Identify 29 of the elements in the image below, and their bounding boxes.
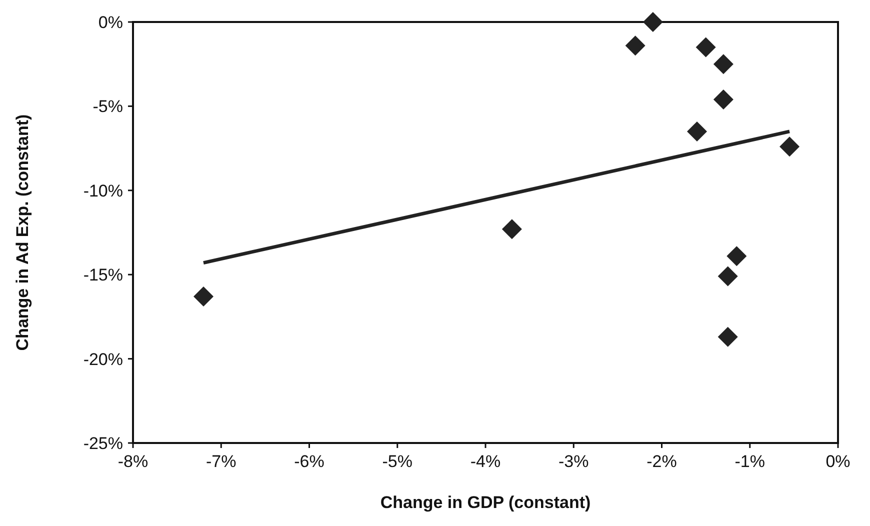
point	[718, 266, 738, 286]
y-tick-label: -25%	[83, 434, 123, 453]
x-tick-label: -8%	[118, 452, 148, 471]
x-tick-label: -7%	[206, 452, 236, 471]
y-axis-title: Change in Ad Exp. (constant)	[13, 114, 32, 351]
point	[502, 219, 522, 240]
x-tick-label: -6%	[294, 452, 324, 471]
x-tick-label: -4%	[470, 452, 501, 471]
point	[713, 89, 734, 110]
point	[696, 37, 716, 58]
x-tick-label: -2%	[646, 452, 677, 471]
y-tick-label: 0%	[98, 12, 123, 32]
point	[726, 246, 747, 266]
point	[642, 12, 663, 32]
point	[687, 121, 707, 142]
x-tick-label: -5%	[382, 452, 412, 471]
y-tick-label: -5%	[92, 97, 123, 116]
point	[780, 136, 800, 157]
y-tick-label: -20%	[83, 350, 123, 369]
x-axis-title: Change in GDP (constant)	[380, 493, 591, 512]
y-tick-label: -10%	[83, 181, 123, 200]
y-tick-label: -15%	[83, 266, 123, 285]
x-tick-label: -1%	[734, 452, 765, 471]
x-tick-label: -3%	[558, 452, 589, 471]
x-tick-label: 0%	[826, 452, 850, 471]
point	[625, 36, 646, 56]
point	[194, 286, 214, 306]
point	[713, 54, 734, 74]
point	[718, 326, 738, 347]
